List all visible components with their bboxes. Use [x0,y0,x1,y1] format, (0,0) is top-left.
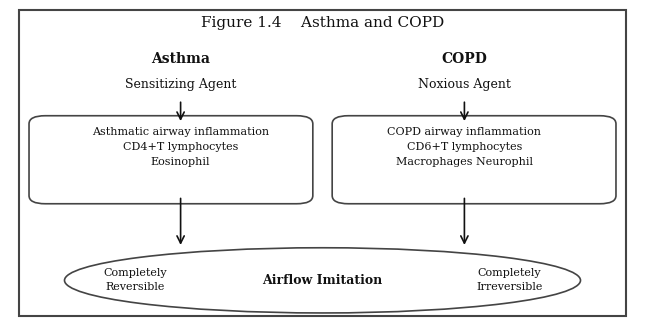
Text: Completely
Irreversible: Completely Irreversible [477,268,542,292]
Text: Noxious Agent: Noxious Agent [418,78,511,91]
Text: Sensitizing Agent: Sensitizing Agent [125,78,236,91]
Text: Asthmatic airway inflammation
CD4+T lymphocytes
Eosinophil: Asthmatic airway inflammation CD4+T lymp… [92,127,269,167]
Text: Figure 1.4    Asthma and COPD: Figure 1.4 Asthma and COPD [201,16,444,30]
Ellipse shape [64,248,580,313]
Text: COPD airway inflammation
CD6+T lymphocytes
Macrophages Neurophil: COPD airway inflammation CD6+T lymphocyt… [388,127,541,167]
Text: Asthma: Asthma [151,52,210,66]
FancyBboxPatch shape [19,10,626,316]
Text: Airflow Imitation: Airflow Imitation [263,274,382,287]
FancyBboxPatch shape [29,116,313,204]
FancyBboxPatch shape [332,116,616,204]
Text: Completely
Reversible: Completely Reversible [104,268,167,292]
Text: COPD: COPD [441,52,488,66]
